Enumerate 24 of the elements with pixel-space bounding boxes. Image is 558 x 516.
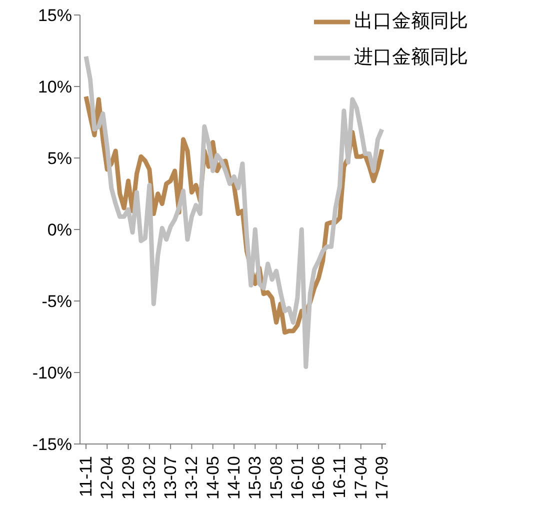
x-tick-label: 14-05 [203, 456, 222, 500]
x-tick-label: 13-07 [161, 456, 180, 500]
legend-label: 进口金额同比 [354, 46, 468, 68]
y-tick-label: 15% [38, 6, 72, 26]
x-tick-label: 13-12 [182, 456, 202, 500]
y-tick-label: 10% [38, 78, 72, 97]
x-tick-label: 15-03 [246, 456, 265, 500]
x-tick-label: 13-02 [140, 456, 159, 500]
x-tick-label: 17-09 [372, 456, 392, 500]
legend-label: 出口金额同比 [354, 10, 468, 32]
y-tick-label: -15% [32, 435, 72, 454]
x-tick-label: 17-04 [351, 456, 370, 500]
y-tick-label: 0% [47, 220, 72, 240]
x-tick-label: 14-10 [224, 456, 244, 500]
x-tick-label: 16-06 [309, 456, 328, 500]
x-tick-label: 15-08 [266, 456, 286, 500]
x-tick-label: 12-09 [118, 456, 138, 500]
x-tick-label: 16-11 [330, 456, 350, 498]
y-tick-label: 5% [47, 149, 72, 168]
x-tick-label: 16-01 [288, 456, 307, 500]
x-tick-label: 11-11 [76, 456, 96, 497]
x-tick-label: 12-04 [98, 456, 117, 500]
y-tick-label: -10% [32, 364, 72, 383]
y-tick-label: -5% [42, 292, 72, 312]
